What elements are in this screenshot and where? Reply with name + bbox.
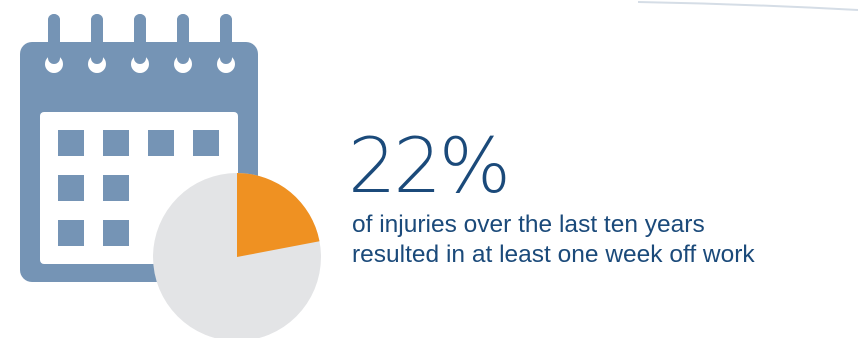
stat-value: 22% [348, 121, 511, 210]
stat-caption-line-1: of injuries over the last ten years [352, 211, 705, 238]
stat-caption-line-2: resulted in at least one week off work [352, 241, 755, 268]
stat-block: 22% of injuries over the last ten years … [348, 128, 852, 270]
stat-caption: of injuries over the last ten years resu… [352, 210, 852, 270]
pie-slice-highlight [237, 173, 320, 257]
calendar-day-grid [58, 130, 219, 246]
decorative-corner-line [638, 1, 858, 11]
pie-chart-icon [153, 173, 321, 338]
calendar-rings [45, 14, 235, 73]
calendar-pie-graphic [20, 14, 321, 338]
